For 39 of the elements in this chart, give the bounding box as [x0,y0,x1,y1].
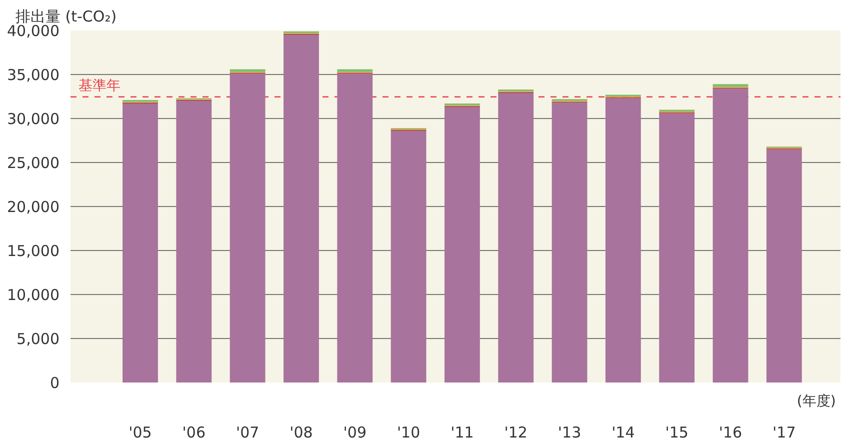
bar [122,104,158,382]
bar [337,69,373,72]
y-tick-label: 10,000 [7,286,60,304]
x-tick-label: '09 [343,424,367,442]
y-tick-label: 5,000 [16,330,60,348]
y-tick-label: 35,000 [7,66,60,84]
y-tick-label: 25,000 [7,154,60,172]
bar [712,84,748,87]
x-tick-label: '10 [396,424,420,442]
x-tick-label: '11 [450,424,474,442]
x-tick-label: '15 [665,424,688,442]
x-tick-label: '13 [558,424,582,442]
bar [284,34,319,382]
x-tick-label: '07 [236,424,260,442]
bar [605,98,641,382]
bar [230,74,266,382]
bar [552,102,588,382]
x-tick-label: '12 [504,424,528,442]
bar [390,130,426,382]
bar [659,113,695,382]
x-tick-label: '14 [612,424,635,442]
x-axis-title: (年度) [796,394,836,410]
y-tick-label: 0 [50,374,60,392]
x-tick-label: '08 [290,424,313,442]
ref-line-label: 基準年 [78,78,121,94]
x-tick-label: '05 [128,424,152,442]
bar [176,100,212,382]
bar [766,149,802,382]
y-tick-label: 30,000 [7,110,60,128]
x-tick-label: '06 [182,424,206,442]
bar [712,88,748,382]
bar [444,107,480,382]
bar [337,74,373,382]
x-tick-label: '17 [772,424,796,442]
bar [230,69,266,72]
bar [498,92,534,382]
y-tick-label: 20,000 [7,198,60,216]
x-tick-label: '16 [718,424,742,442]
y-tick-label: 15,000 [7,242,60,260]
